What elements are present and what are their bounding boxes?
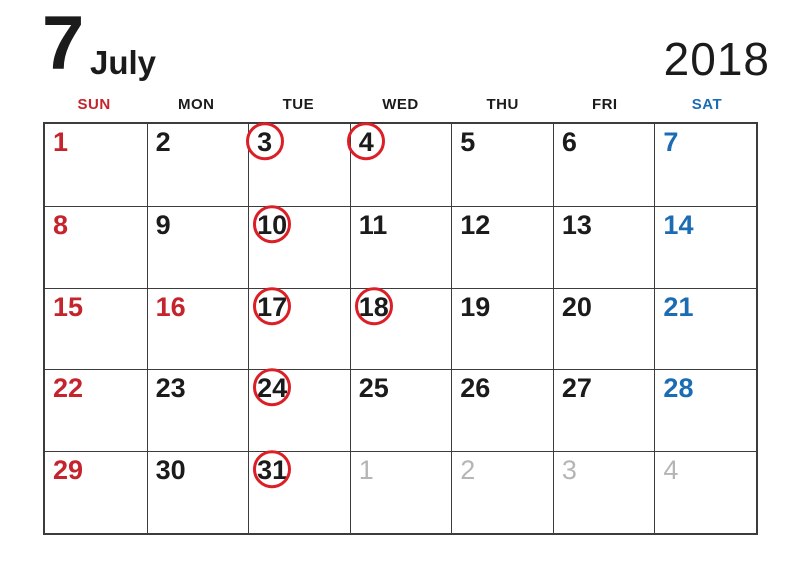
calendar-grid: 1 2 3 4 5 6 7 8 9 10 11 12 13 14 15 16 17 18 19 20 21 22 23 24 2… <box>43 122 758 535</box>
date-number: 20 <box>561 291 592 322</box>
red-circle-mark-icon <box>253 205 292 244</box>
date-number: 2 <box>155 127 171 157</box>
year-label: 2018 <box>663 33 770 85</box>
day-cell: 31 <box>248 450 350 533</box>
day-cell: 29 <box>45 451 147 533</box>
date-number: 15 <box>53 291 84 322</box>
day-cell: 10 <box>248 205 350 288</box>
date-number: 21 <box>663 291 694 322</box>
date-number: 5 <box>460 127 476 157</box>
red-circle-mark-icon <box>245 122 284 161</box>
day-cell: 8 <box>45 205 147 288</box>
date-number: 26 <box>460 373 491 404</box>
date-number: 29 <box>53 455 84 486</box>
day-cell: 3 <box>245 122 350 206</box>
date-number: 11 <box>358 209 388 240</box>
day-cell: 11 <box>349 205 452 288</box>
day-cell: 24 <box>248 368 350 452</box>
month-name: July <box>90 44 157 81</box>
day-cell: 20 <box>552 287 655 370</box>
red-circle-mark-icon <box>347 122 386 161</box>
weekday-label-sun: SUN <box>77 96 111 113</box>
date-number: 3 <box>561 455 577 486</box>
date-number: 3 <box>245 122 284 161</box>
date-number: 8 <box>53 209 69 240</box>
day-cell: 2 <box>451 451 553 533</box>
date-number: 1 <box>53 127 69 157</box>
day-cell: 30 <box>146 451 249 533</box>
day-cell: 2 <box>146 124 249 206</box>
day-cell: 17 <box>248 286 350 370</box>
day-cell: 27 <box>552 369 655 452</box>
day-cell: 26 <box>451 369 553 452</box>
day-cell: 7 <box>654 124 756 206</box>
date-number: 30 <box>155 455 186 486</box>
red-circle-mark-icon <box>354 286 393 325</box>
date-number: 4 <box>663 455 679 486</box>
date-number: 9 <box>155 209 171 240</box>
month-number: 7 <box>42 1 84 86</box>
weekday-header-row: SUN MON TUE WED THU FRI SAT <box>43 92 758 118</box>
date-number: 27 <box>561 373 592 404</box>
day-cell: 9 <box>146 205 249 288</box>
day-cell: 14 <box>654 205 756 288</box>
date-number: 24 <box>253 368 292 407</box>
date-number: 19 <box>460 291 491 322</box>
red-circle-mark-icon <box>253 286 292 325</box>
day-cell: 6 <box>552 124 655 206</box>
date-number: 14 <box>663 209 694 240</box>
weekday-label-sat: SAT <box>691 96 723 113</box>
red-circle-mark-icon <box>253 450 292 489</box>
day-cell: 12 <box>451 205 553 288</box>
date-number: 7 <box>663 127 679 157</box>
weekday-label-tue: TUE <box>282 96 315 113</box>
date-number: 1 <box>358 455 374 486</box>
day-cell: 15 <box>45 287 147 370</box>
day-cell: 4 <box>347 122 452 206</box>
day-cell: 19 <box>451 287 553 370</box>
date-number: 23 <box>155 373 186 404</box>
day-cell: 1 <box>349 451 452 533</box>
day-cell: 3 <box>552 451 655 533</box>
day-cell: 4 <box>654 451 756 533</box>
weekday-label-wed: WED <box>382 96 419 113</box>
day-cell: 28 <box>654 369 756 452</box>
date-number: 16 <box>155 291 186 322</box>
day-cell: 21 <box>654 287 756 370</box>
weekday-label-thu: THU <box>486 96 519 113</box>
day-cell: 22 <box>45 369 147 451</box>
date-number: 25 <box>358 373 389 404</box>
day-cell: 5 <box>451 124 553 206</box>
date-number: 4 <box>347 122 386 161</box>
date-number: 28 <box>663 373 694 404</box>
day-cell: 1 <box>45 124 147 206</box>
date-number: 31 <box>253 450 292 489</box>
day-cell: 18 <box>349 286 452 370</box>
day-cell: 13 <box>552 205 655 288</box>
date-number: 17 <box>253 286 292 325</box>
weekday-label-mon: MON <box>177 96 215 113</box>
day-cell: 25 <box>349 369 452 452</box>
weekday-label-fri: FRI <box>591 96 618 113</box>
day-cell: 16 <box>146 287 249 370</box>
red-circle-mark-icon <box>253 368 292 407</box>
date-number: 6 <box>561 127 577 157</box>
day-cell: 23 <box>146 369 249 452</box>
date-number: 18 <box>354 286 393 325</box>
date-number: 2 <box>460 455 476 486</box>
date-number: 10 <box>253 205 292 244</box>
date-number: 22 <box>53 373 84 404</box>
date-number: 13 <box>561 209 592 240</box>
date-number: 12 <box>460 209 491 240</box>
